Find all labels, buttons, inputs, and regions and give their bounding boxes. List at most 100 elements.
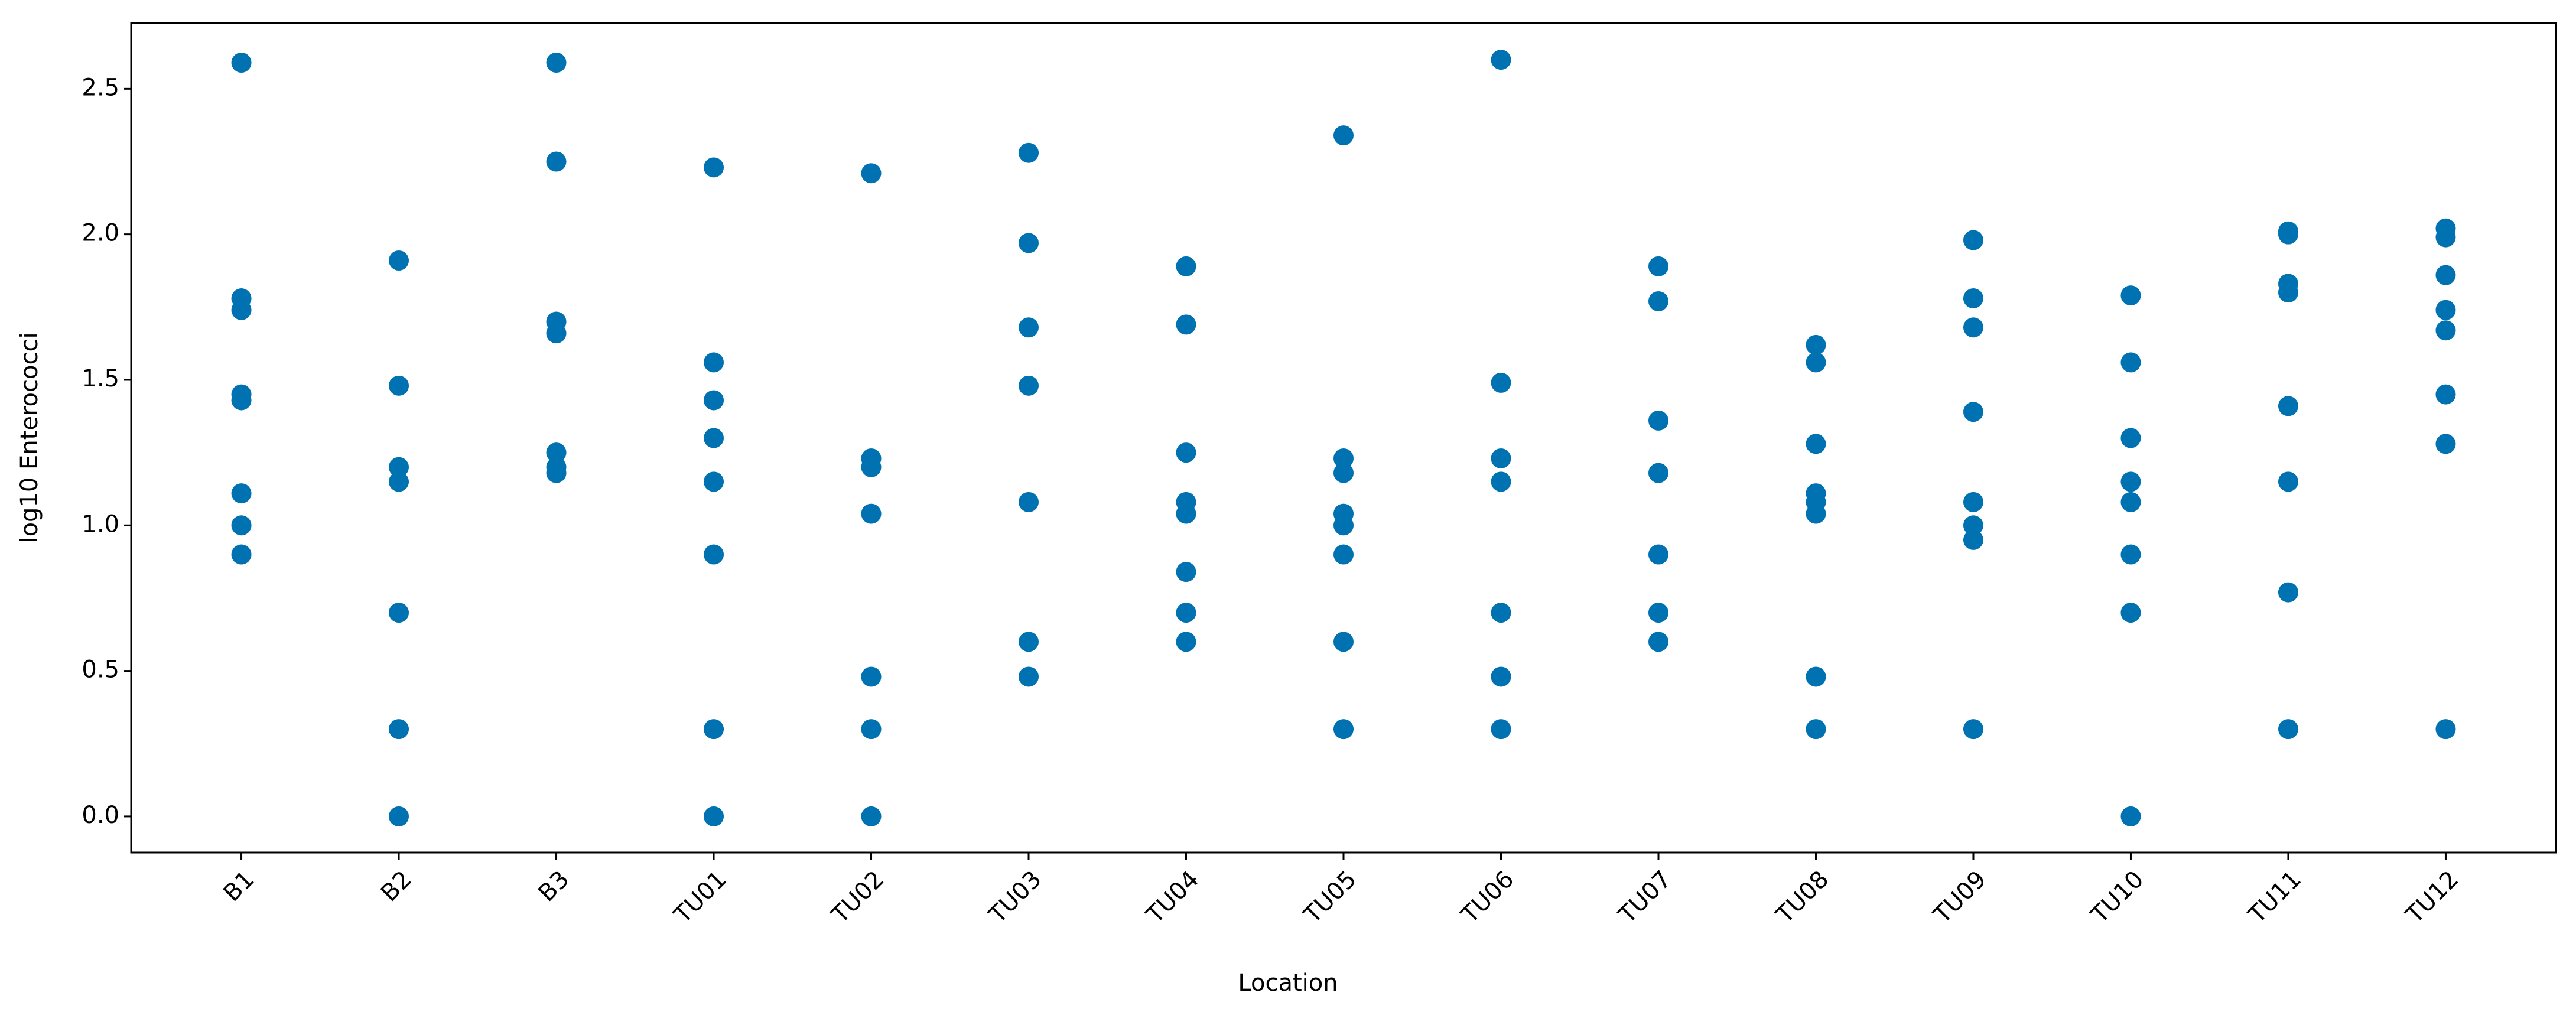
x-axis-label: Location xyxy=(1238,969,1338,997)
point xyxy=(1648,544,1668,565)
point xyxy=(231,300,252,320)
point xyxy=(2435,227,2456,248)
point xyxy=(546,463,567,483)
point xyxy=(1176,603,1196,623)
y-tick-label: 0.0 xyxy=(82,802,119,829)
point xyxy=(1963,492,1983,512)
point xyxy=(389,806,409,826)
x-tick-label: B2 xyxy=(376,865,417,907)
point xyxy=(861,666,882,687)
point xyxy=(389,375,409,396)
x-tick-label: TU05 xyxy=(1299,865,1362,929)
point xyxy=(2435,384,2456,405)
point xyxy=(704,544,724,565)
point xyxy=(1333,544,1354,565)
x-tick-label: TU02 xyxy=(826,865,889,929)
point xyxy=(1333,632,1354,652)
point xyxy=(546,151,567,172)
point xyxy=(2120,428,2141,448)
point xyxy=(2278,396,2298,416)
point xyxy=(1963,288,1983,309)
point xyxy=(1806,434,1826,454)
point xyxy=(1648,256,1668,276)
point xyxy=(1176,632,1196,652)
point xyxy=(1019,492,1039,512)
point xyxy=(2278,282,2298,303)
point xyxy=(1176,442,1196,463)
point xyxy=(1019,666,1039,687)
point xyxy=(231,515,252,536)
point xyxy=(861,503,882,524)
point xyxy=(231,483,252,504)
y-tick-label: 0.5 xyxy=(82,656,119,684)
point xyxy=(389,457,409,477)
x-tick-label: TU04 xyxy=(1141,865,1204,929)
point xyxy=(704,471,724,492)
point xyxy=(2278,224,2298,245)
point xyxy=(861,163,882,184)
x-tick-label: TU11 xyxy=(2243,865,2307,929)
y-tick-label: 2.5 xyxy=(82,74,119,101)
point xyxy=(704,806,724,826)
point xyxy=(861,457,882,477)
point xyxy=(704,352,724,373)
point xyxy=(546,442,567,463)
point xyxy=(1019,632,1039,652)
x-tick-label: B3 xyxy=(533,865,574,907)
point xyxy=(231,544,252,565)
point xyxy=(389,250,409,271)
point xyxy=(2435,434,2456,454)
point xyxy=(1491,448,1511,468)
point xyxy=(1648,410,1668,431)
point xyxy=(1963,230,1983,250)
point xyxy=(1806,334,1826,355)
point xyxy=(1648,291,1668,311)
point xyxy=(1491,719,1511,740)
y-tick-label: 1.5 xyxy=(82,365,119,392)
x-tick-label: TU06 xyxy=(1456,865,1519,929)
point xyxy=(1963,317,1983,338)
point xyxy=(2435,265,2456,285)
point xyxy=(861,806,882,826)
point xyxy=(2278,582,2298,603)
point xyxy=(1176,314,1196,335)
x-tick-label: TU07 xyxy=(1614,865,1677,929)
point xyxy=(389,471,409,492)
point xyxy=(546,323,567,344)
point xyxy=(704,428,724,448)
y-axis-label: log10 Enterococci xyxy=(16,332,43,543)
point xyxy=(546,52,567,73)
point xyxy=(1491,372,1511,393)
point xyxy=(1648,463,1668,483)
point xyxy=(2120,603,2141,623)
point xyxy=(2435,300,2456,320)
point xyxy=(1806,719,1826,740)
x-tick-label: TU03 xyxy=(984,865,1047,929)
x-tick-label: B1 xyxy=(218,865,259,907)
point xyxy=(1491,666,1511,687)
point xyxy=(1963,515,1983,536)
point xyxy=(1176,503,1196,524)
point xyxy=(1963,719,1983,740)
point xyxy=(2120,352,2141,373)
point xyxy=(1491,603,1511,623)
x-tick-label: TU01 xyxy=(669,865,732,929)
x-tick-label: TU10 xyxy=(2086,865,2149,929)
point xyxy=(1806,503,1826,524)
point xyxy=(1019,375,1039,396)
point xyxy=(2435,719,2456,740)
point xyxy=(231,52,252,73)
y-tick-label: 2.0 xyxy=(82,220,119,247)
y-tick-label: 1.0 xyxy=(82,510,119,538)
x-tick-label: TU09 xyxy=(1928,865,1992,929)
point xyxy=(231,390,252,411)
point xyxy=(1019,142,1039,163)
point xyxy=(1333,719,1354,740)
point xyxy=(1806,666,1826,687)
point xyxy=(1648,603,1668,623)
point xyxy=(1019,233,1039,253)
point xyxy=(1333,125,1354,146)
point xyxy=(389,603,409,623)
